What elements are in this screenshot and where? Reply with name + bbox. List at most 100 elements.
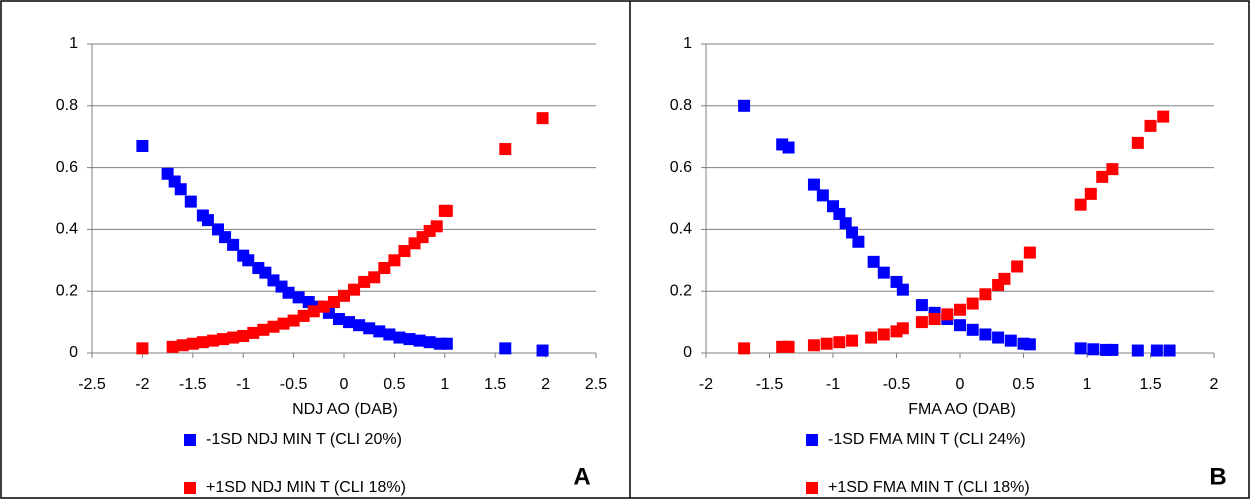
point (1096, 170, 1109, 183)
y-tick-label: 0.6 (56, 159, 78, 176)
point (1106, 343, 1119, 356)
point (1150, 344, 1163, 357)
x-tick-label: 1.5 (1139, 376, 1161, 393)
point (166, 340, 179, 353)
x-tick-label: -2.5 (78, 376, 106, 393)
point (348, 283, 361, 296)
point (846, 334, 859, 347)
point (1163, 344, 1176, 357)
point (1157, 110, 1170, 123)
legend-marker (184, 434, 196, 446)
legend-marker (184, 482, 196, 494)
point (852, 235, 865, 248)
y-tick-label: 0.4 (670, 221, 692, 238)
point (378, 262, 391, 275)
point (338, 289, 350, 302)
point (383, 328, 396, 341)
point (1131, 136, 1144, 149)
point (1011, 260, 1024, 273)
x-tick-label: 1.5 (484, 376, 506, 393)
y-tick-label: 0.2 (56, 282, 78, 299)
point (954, 303, 966, 316)
point (1074, 198, 1087, 211)
x-tick-label: -0.5 (883, 376, 911, 393)
x-tick-label: -1.5 (179, 376, 207, 393)
point (915, 299, 928, 312)
point (738, 342, 751, 355)
point (954, 319, 966, 332)
point (816, 189, 829, 202)
point (227, 238, 240, 251)
point (915, 316, 928, 329)
legend-label: +1SD FMA MIN T (CLI 18%) (828, 479, 1030, 496)
point (257, 323, 270, 336)
x-tick-label: -1 (236, 376, 250, 393)
x-tick-label: 0.5 (1012, 376, 1034, 393)
legend-label: -1SD FMA MIN T (CLI 24%) (828, 431, 1026, 448)
point (782, 141, 795, 154)
x-tick-label: -2 (135, 376, 149, 393)
y-tick-label: 0.8 (670, 97, 692, 114)
y-tick-label: 1 (69, 35, 78, 52)
point (1106, 163, 1119, 176)
point (292, 291, 305, 304)
point (1004, 334, 1017, 347)
point (992, 331, 1005, 344)
point (1023, 338, 1036, 351)
point (807, 178, 820, 191)
point (440, 337, 453, 350)
point (738, 99, 751, 112)
x-tick-label: 2.5 (585, 376, 607, 393)
point (206, 334, 219, 347)
y-tick-label: 0.4 (56, 221, 78, 238)
point (358, 275, 371, 288)
point (536, 344, 549, 357)
point (499, 342, 512, 355)
point (1084, 187, 1097, 200)
point (928, 313, 941, 326)
x-tick-label: 1 (1083, 376, 1092, 393)
point (998, 272, 1011, 285)
point (327, 296, 340, 309)
point (430, 220, 443, 233)
point (201, 214, 214, 227)
y-tick-label: 0 (69, 344, 78, 361)
point (227, 331, 240, 344)
y-tick-label: 0.2 (670, 282, 692, 299)
legend-label: -1SD NDJ MIN T (CLI 20%) (206, 431, 402, 448)
point (440, 204, 453, 217)
x-tick-label: -1 (826, 376, 840, 393)
panel-label: A (573, 463, 590, 490)
legend-marker (806, 434, 818, 446)
point (277, 317, 290, 330)
y-tick-label: 0.6 (670, 159, 692, 176)
point (398, 245, 411, 258)
y-tick-label: 0 (683, 344, 692, 361)
point (237, 330, 250, 343)
point (343, 316, 356, 329)
point (536, 112, 549, 125)
x-tick-label: 2 (541, 376, 550, 393)
point (1023, 246, 1036, 259)
x-tick-label: 0.5 (383, 376, 405, 393)
x-tick-label: -2 (699, 376, 713, 393)
point (966, 297, 979, 310)
point (966, 323, 979, 336)
point (839, 217, 852, 230)
point (317, 300, 330, 313)
point (867, 255, 880, 268)
x-axis-label: FMA AO (DAB) (908, 401, 1016, 418)
point (979, 288, 992, 301)
point (941, 308, 954, 321)
panel-label: B (1209, 463, 1226, 490)
point (1074, 342, 1087, 355)
y-tick-label: 1 (683, 35, 692, 52)
point (217, 333, 230, 346)
point (184, 195, 197, 208)
x-tick-label: 0 (956, 376, 965, 393)
point (282, 286, 295, 299)
point (413, 334, 426, 347)
point (846, 226, 859, 239)
x-tick-label: -0.5 (280, 376, 308, 393)
